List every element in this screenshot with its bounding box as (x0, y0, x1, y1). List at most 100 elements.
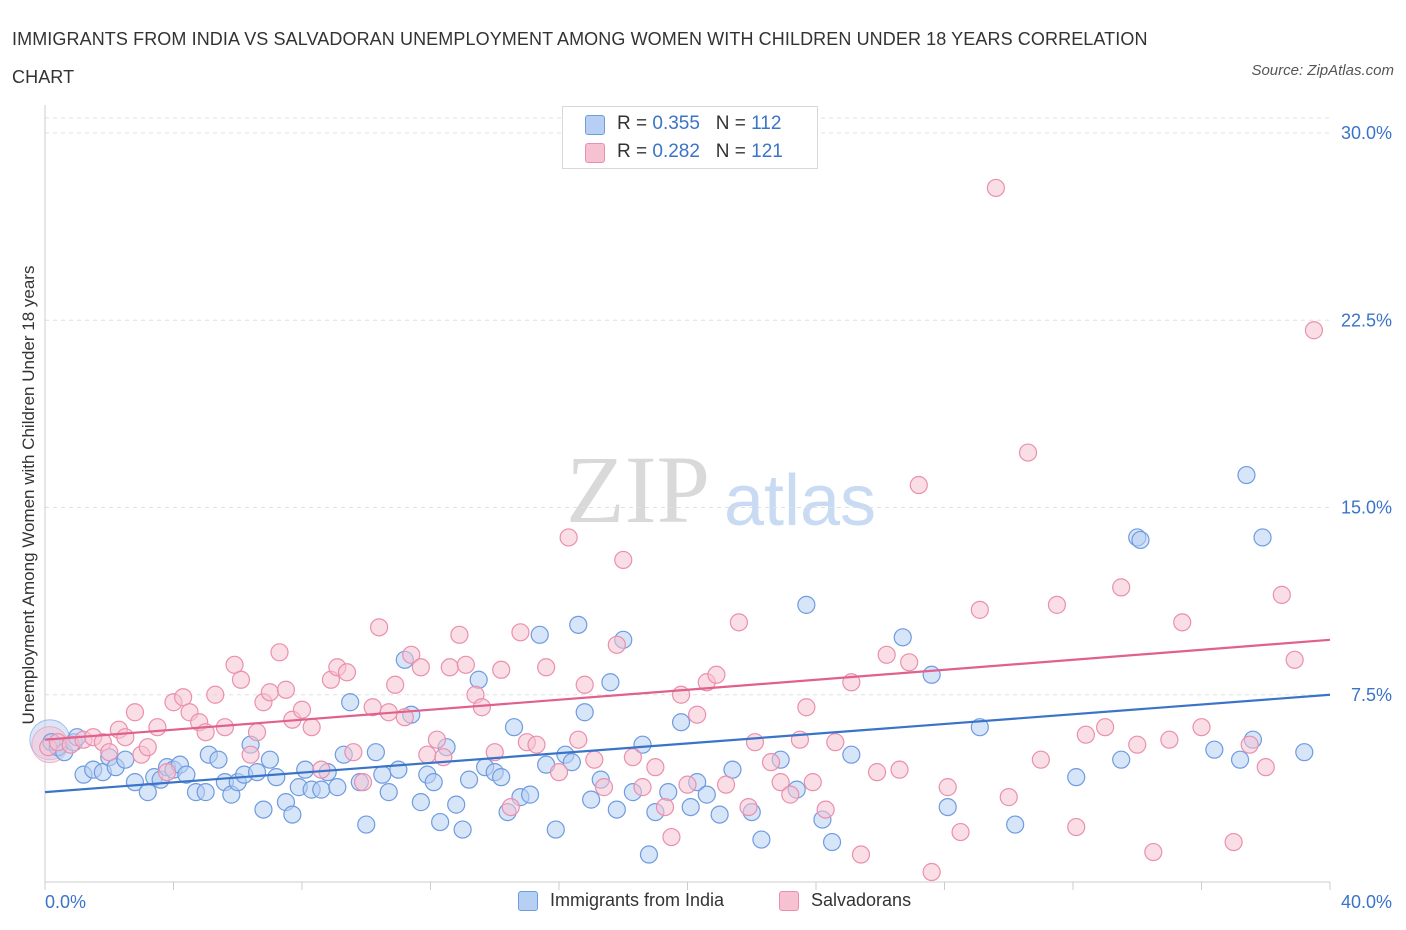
point-india (247, 763, 267, 782)
point-salvadoran (157, 763, 177, 782)
point-salvadoran (225, 655, 244, 674)
point-india (260, 750, 279, 769)
legend-label-india: R = 0.355 N = 112 (617, 113, 781, 135)
point-india (546, 820, 565, 839)
point-salvadoran (585, 750, 604, 769)
point-india (633, 735, 652, 754)
point-salvadoran (485, 743, 504, 762)
point-salvadoran (402, 645, 421, 664)
point-salvadoran (353, 773, 373, 792)
point-salvadoran (569, 730, 588, 749)
point-salvadoran (418, 745, 437, 764)
point-salvadoran (1272, 585, 1291, 604)
watermark-zip: ZIP (566, 436, 710, 543)
point-salvadoran (292, 700, 312, 719)
point-salvadoran (938, 778, 957, 797)
point-salvadoran (386, 675, 405, 694)
point-salvadoran (1256, 758, 1275, 777)
grid-lines (45, 117, 1330, 696)
point-salvadoran (1173, 613, 1192, 632)
point-india (469, 670, 488, 689)
legend-label-salvadoran: R = 0.282 N = 121 (617, 141, 783, 163)
point-salvadoran (781, 785, 800, 804)
x-tick-label-min: 0.0% (45, 892, 86, 912)
point-india (453, 820, 472, 839)
point-salvadoran (1096, 718, 1115, 737)
point-india (196, 783, 215, 802)
point-salvadoran (492, 660, 511, 679)
point-salvadoran (450, 625, 469, 644)
legend-n-value: 112 (751, 113, 782, 134)
point-salvadoran (440, 658, 459, 677)
point-salvadoran (1192, 718, 1211, 737)
point-india (697, 785, 716, 804)
point-salvadoran (427, 730, 447, 749)
point-india (671, 713, 691, 732)
point-india (254, 800, 273, 819)
point-salvadoran (1018, 443, 1038, 462)
legend-r-value: 0.282 (652, 141, 700, 162)
point-salvadoran (1128, 735, 1147, 754)
point-india (723, 760, 742, 779)
bottom-legend-swatch-blue (518, 891, 538, 911)
legend-n-value: 121 (751, 141, 783, 162)
point-salvadoran (909, 475, 928, 495)
chart-title: IMMIGRANTS FROM INDIA VS SALVADORAN UNEM… (12, 29, 1148, 87)
point-salvadoran (688, 705, 707, 724)
y-tick-label: 15.0% (1341, 498, 1392, 518)
point-india (504, 718, 524, 737)
point-india (575, 703, 594, 722)
point-salvadoran (867, 763, 887, 782)
correlation-legend: R = 0.355 N = 112 R = 0.282 N = 121 (562, 106, 818, 169)
point-salvadoran (411, 658, 430, 677)
point-india (922, 665, 941, 684)
point-salvadoran (707, 665, 726, 684)
point-india (1237, 465, 1256, 485)
data-points (29, 178, 1324, 882)
point-india (822, 832, 842, 852)
point-india (1112, 750, 1131, 769)
trend-lines (44, 638, 1331, 794)
point-salvadoran (678, 775, 697, 794)
point-salvadoran (662, 827, 681, 847)
y-tick-label: 30.0% (1341, 123, 1392, 143)
legend-r-value: 0.355 (652, 113, 700, 134)
point-india (639, 845, 659, 864)
point-salvadoran (174, 688, 193, 707)
point-salvadoran (456, 655, 475, 674)
legend-swatch-pink (585, 143, 605, 163)
x-tick-label-max: 40.0% (1341, 892, 1392, 912)
point-india (1253, 528, 1272, 547)
point-salvadoran (797, 698, 816, 717)
point-india (970, 718, 989, 737)
point-salvadoran (116, 728, 135, 747)
point-salvadoran (739, 797, 758, 817)
point-salvadoran (922, 862, 941, 882)
point-india (607, 800, 626, 819)
point-india (1205, 740, 1224, 759)
point-india (797, 595, 816, 614)
point-india (283, 805, 302, 824)
point-india (530, 625, 549, 644)
point-salvadoran (559, 528, 578, 547)
point-salvadoran (370, 618, 389, 637)
point-india (312, 780, 331, 799)
point-india (842, 745, 861, 764)
point-india (357, 815, 376, 834)
bottom-legend-swatch-pink (779, 891, 799, 911)
point-india (752, 830, 771, 849)
point-salvadoran (575, 675, 594, 694)
legend-swatch-blue (585, 115, 605, 135)
point-salvadoran (1112, 578, 1131, 597)
point-india (659, 783, 678, 802)
axis-labels: 7.5% 15.0% 22.5% 30.0% 0.0% 40.0% Unemployment… (19, 123, 1392, 912)
legend-r-label: R = (617, 141, 653, 162)
point-salvadoran (537, 658, 556, 677)
point-india (520, 785, 540, 804)
point-salvadoran (970, 600, 989, 619)
point-salvadoran (138, 738, 157, 757)
point-india (582, 790, 601, 809)
point-india (328, 778, 347, 797)
point-india (1295, 743, 1314, 762)
point-india (681, 797, 700, 817)
